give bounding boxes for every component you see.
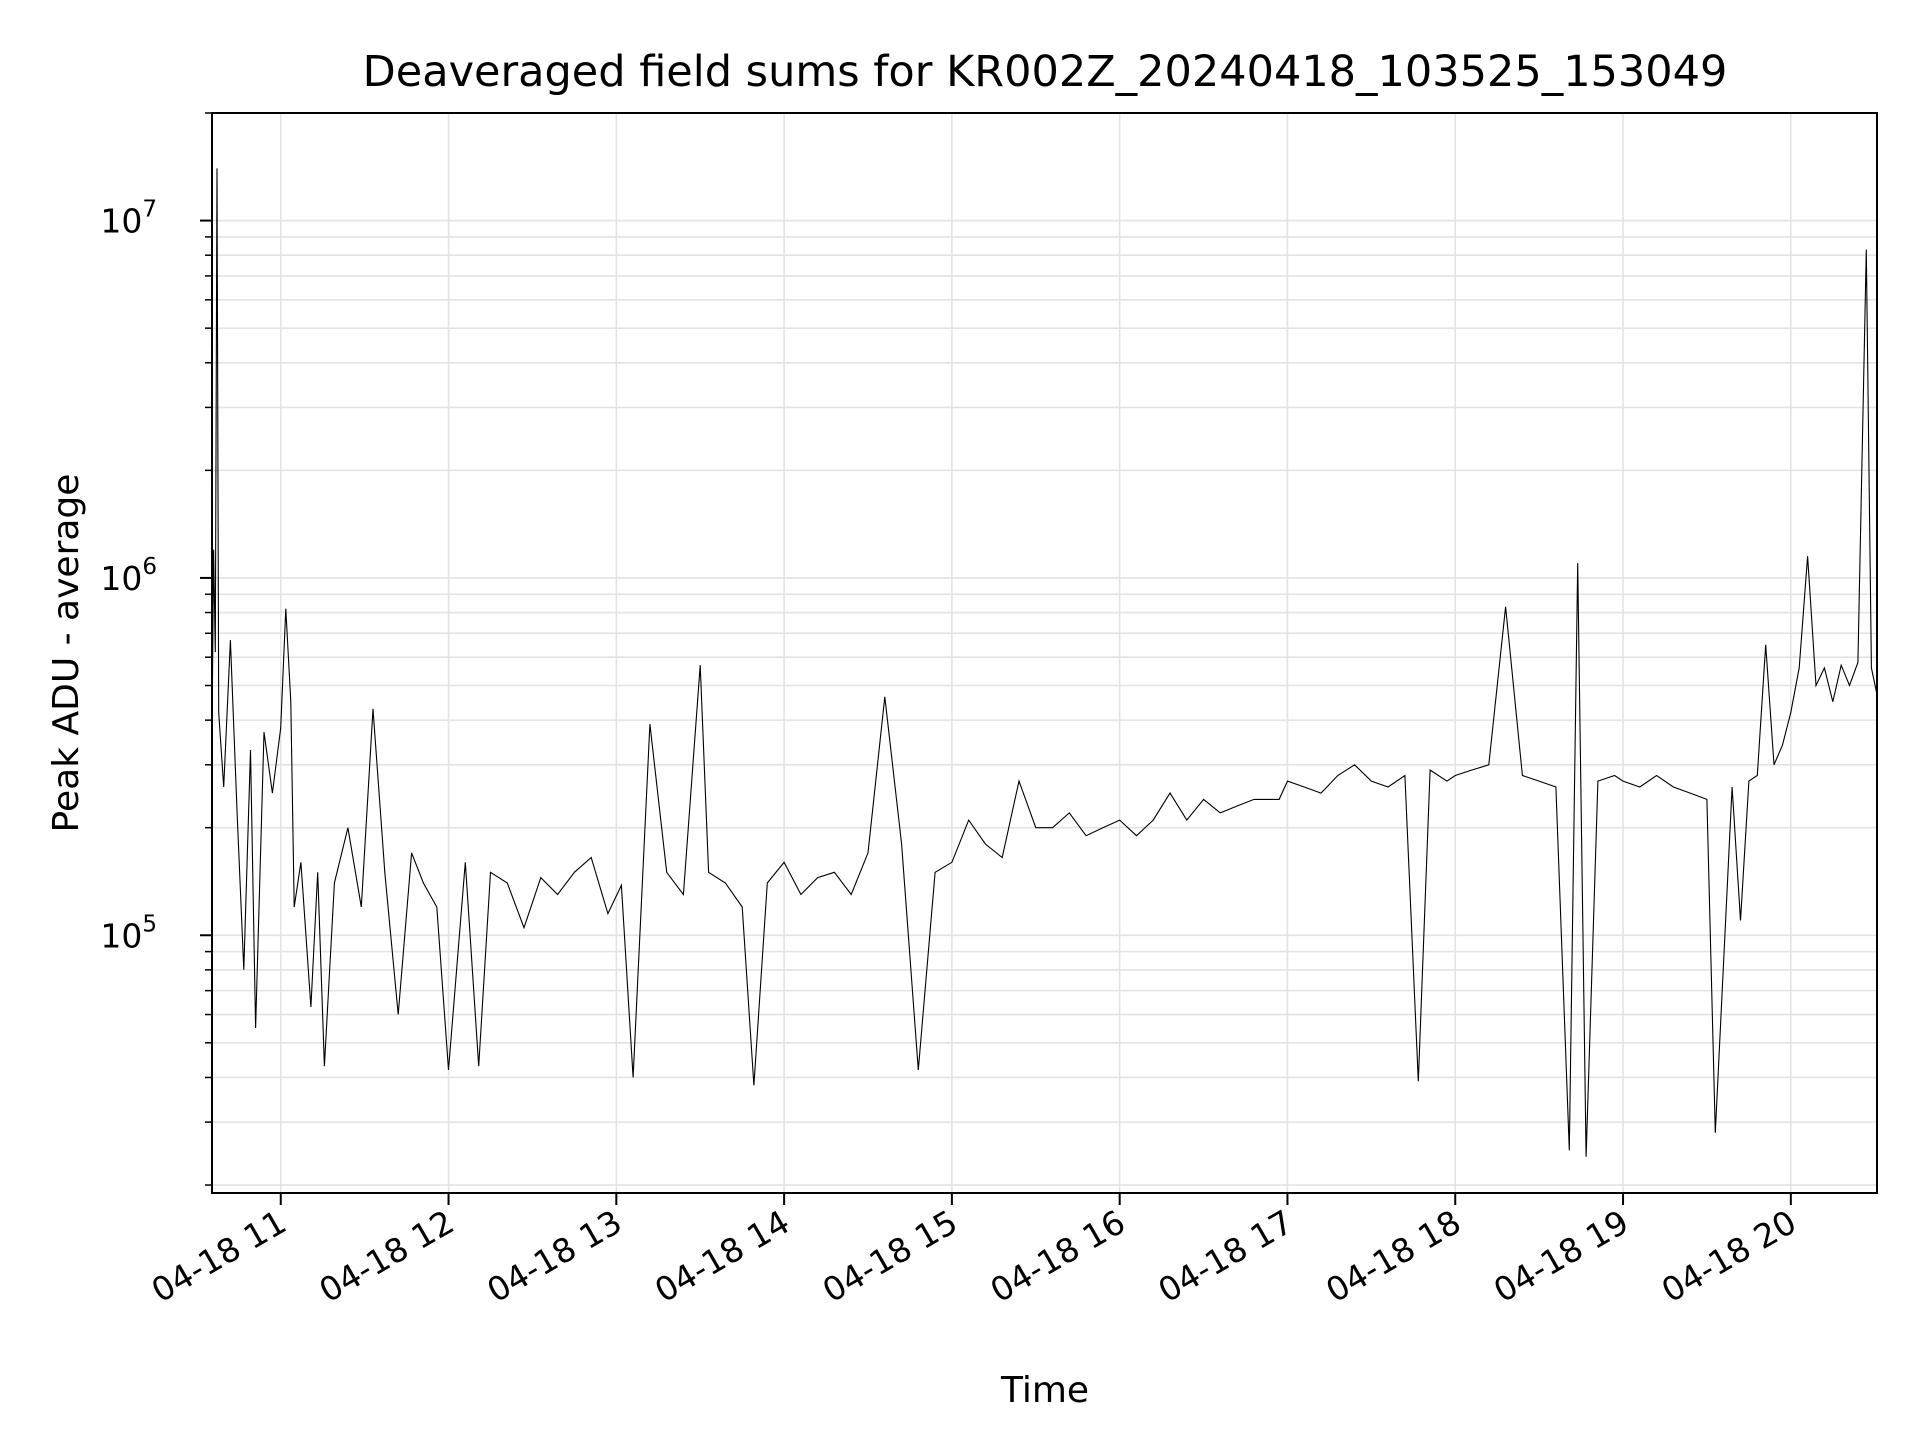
major-gridlines [279, 113, 1792, 1193]
y-tick-label: 105 [100, 911, 157, 955]
y-tick-label: 106 [100, 554, 157, 598]
x-axis-label: Time [1000, 1370, 1089, 1411]
chart-title: Deaveraged field sums for KR002Z_2024041… [363, 47, 1728, 97]
series-line [211, 168, 1877, 1157]
y-axis-ticks: 105 106 107 [100, 112, 212, 1186]
y-axis-label: Peak ADU - average [46, 474, 87, 833]
plot-frame [211, 112, 1878, 1194]
y-tick-label: 107 [100, 197, 157, 241]
